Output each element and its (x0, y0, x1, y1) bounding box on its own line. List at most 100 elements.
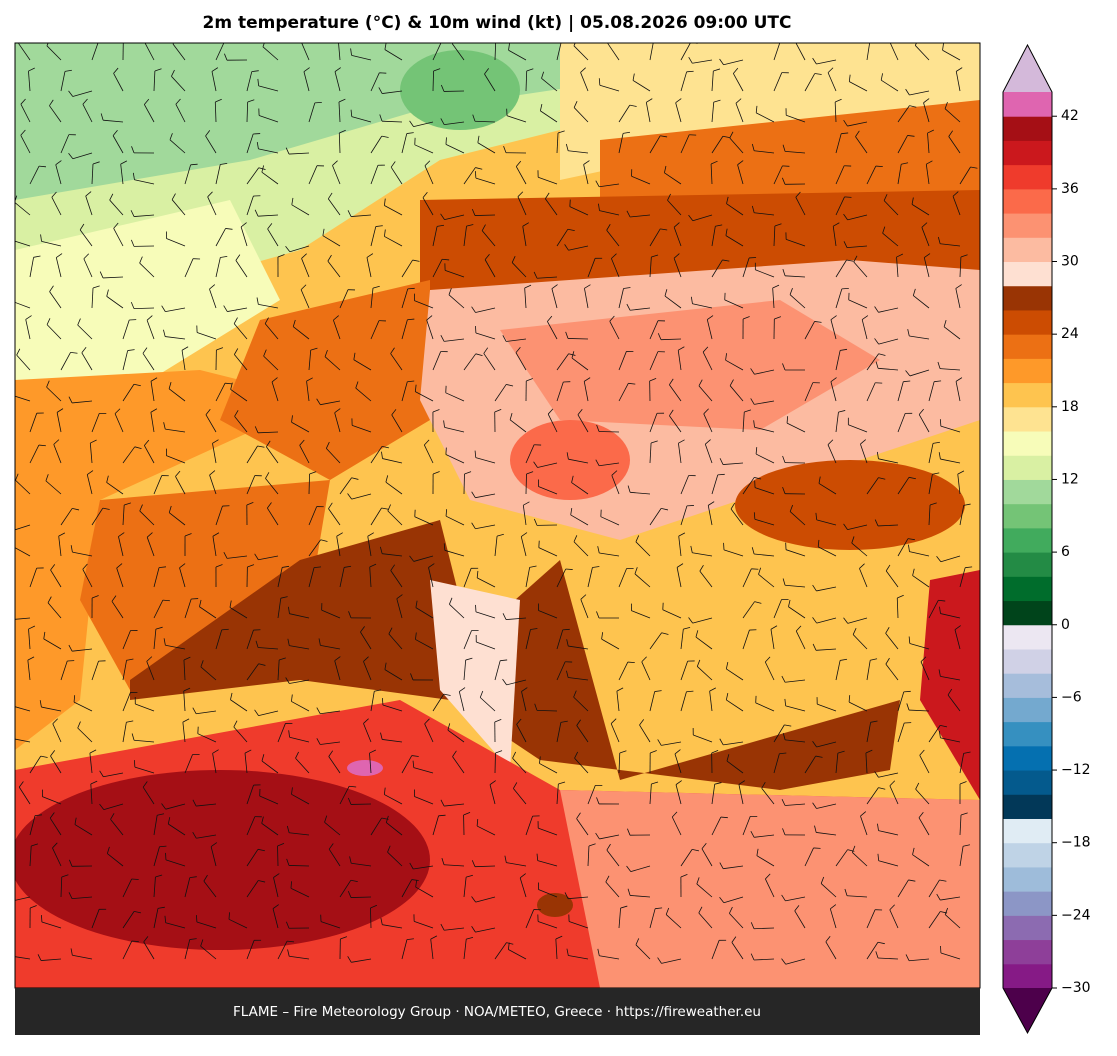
colorbar-band (1003, 504, 1052, 529)
wind-barb (315, 102, 322, 103)
wind-barb (132, 879, 139, 880)
colorbar-band (1003, 455, 1052, 480)
colorbar-tick-label: 36 (1061, 181, 1079, 197)
wind-barb (145, 37, 150, 42)
colorbar-band (1003, 116, 1052, 141)
wind-barb (562, 40, 569, 41)
colorbar-tick-label: 24 (1061, 326, 1079, 342)
wind-barb (475, 171, 476, 178)
colorbar-band (1003, 262, 1052, 287)
wind-barb (754, 512, 755, 519)
wind-barb (229, 912, 230, 919)
colorbar-extend-over (1003, 45, 1052, 92)
wind-barb (433, 71, 434, 91)
colorbar-band (1003, 92, 1052, 117)
colorbar-tick-label: −18 (1061, 835, 1091, 851)
wind-barb (890, 37, 895, 42)
wind-barb (370, 908, 371, 928)
wind-barb (475, 215, 495, 216)
wind-barb (446, 137, 447, 144)
colorbar-band (1003, 552, 1052, 577)
colorbar-band (1003, 165, 1052, 190)
wind-barb (568, 338, 588, 339)
colorbar-band (1003, 601, 1052, 626)
colorbar-band (1003, 625, 1052, 650)
colorbar-band (1003, 528, 1052, 553)
colorbar-tick-label: 42 (1061, 108, 1079, 124)
wind-barb (904, 691, 911, 692)
wind-barb (351, 897, 371, 898)
footer-text: FLAME – Fire Meteorology Group · NOA/MET… (233, 1004, 761, 1020)
colorbar-tick-label: 0 (1061, 617, 1070, 633)
colorbar-band (1003, 843, 1052, 868)
colorbar-band (1003, 891, 1052, 916)
wind-barb (599, 78, 600, 85)
colorbar-tick-label: 6 (1061, 544, 1070, 560)
colorbar-band (1003, 746, 1052, 771)
colorbar-band (1003, 431, 1052, 456)
colorbar-band (1003, 649, 1052, 674)
wind-barb (796, 37, 801, 42)
colorbar-band (1003, 334, 1052, 359)
colorbar-band (1003, 189, 1052, 214)
map (7, 37, 980, 988)
temp-region (10, 770, 430, 950)
wind-barb (123, 38, 130, 40)
colorbar-band (1003, 310, 1052, 335)
colorbar-band (1003, 237, 1052, 262)
temp-region (400, 50, 520, 130)
wind-barb (566, 569, 573, 570)
wind-barb (12, 539, 13, 546)
wind-barb (309, 474, 310, 494)
colorbar-band (1003, 673, 1052, 698)
colorbar-band (1003, 383, 1052, 408)
wind-barb (7, 613, 10, 619)
wind-barb (338, 37, 344, 40)
wind-barb (496, 38, 503, 40)
wind-barb (842, 288, 849, 289)
colorbar-tick-label: 30 (1061, 254, 1079, 270)
colorbar-tick-label: −24 (1061, 907, 1091, 923)
colorbar-band (1003, 818, 1052, 843)
wind-barb (7, 896, 11, 902)
colorbar-band (1003, 213, 1052, 238)
colorbar-tick-label: 18 (1061, 399, 1079, 415)
wind-barb (291, 881, 292, 888)
wind-barb (654, 39, 661, 40)
map-title: 2m temperature (°C) & 10m wind (kt) | 05… (202, 13, 791, 33)
wind-barb (9, 949, 11, 956)
colorbar-band (1003, 964, 1052, 989)
colorbar-band (1003, 940, 1052, 965)
colorbar-tick-label: −30 (1061, 980, 1091, 996)
wind-barb (526, 474, 527, 494)
colorbar-band (1003, 770, 1052, 795)
temp-region (347, 760, 383, 776)
colorbar-band (1003, 286, 1052, 311)
wind-barb (134, 760, 135, 767)
colorbar-band (1003, 867, 1052, 892)
colorbar-band (1003, 479, 1052, 504)
colorbar-band (1003, 722, 1052, 747)
wind-barb (9, 731, 10, 738)
wind-barb (940, 419, 941, 426)
colorbar-tick-label: −6 (1061, 689, 1082, 705)
colorbar-band (1003, 576, 1052, 601)
colorbar-band (1003, 915, 1052, 940)
wind-barb (10, 698, 11, 705)
colorbar-band (1003, 794, 1052, 819)
colorbar-band (1003, 407, 1052, 432)
colorbar-band (1003, 140, 1052, 165)
wind-barb (7, 526, 11, 531)
wind-barb (408, 288, 415, 289)
wind-barb (563, 629, 570, 630)
colorbar-tick-label: 12 (1061, 471, 1079, 487)
colorbar-extend-under (1003, 988, 1052, 1033)
colorbar-band (1003, 358, 1052, 383)
wind-barb (289, 865, 309, 866)
wind-barb (718, 474, 725, 475)
wind-barb (870, 39, 877, 41)
wind-barb (301, 37, 306, 42)
wind-barb (222, 629, 229, 630)
colorbar-tick-label: −12 (1061, 762, 1091, 778)
